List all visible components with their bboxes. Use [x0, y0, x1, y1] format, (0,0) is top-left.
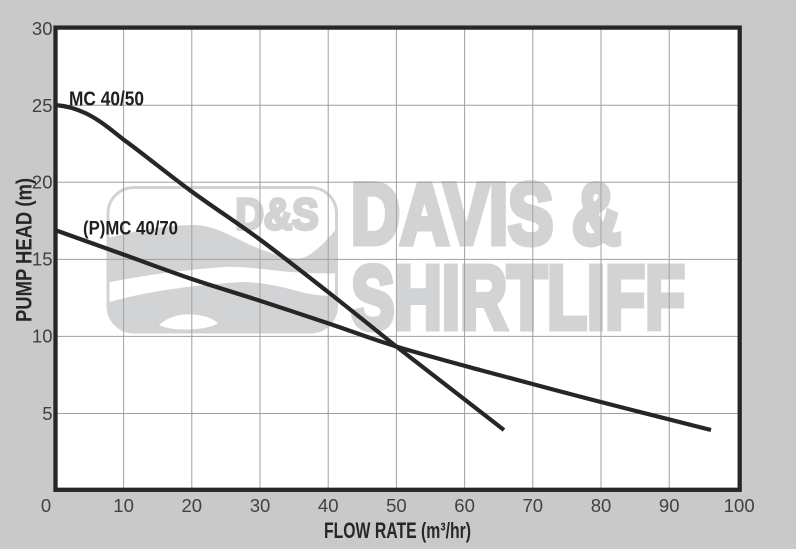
svg-text:90: 90 [659, 495, 680, 516]
svg-text:25: 25 [32, 95, 53, 116]
svg-text:0: 0 [41, 495, 51, 516]
svg-text:60: 60 [454, 495, 475, 516]
svg-text:PUMP HEAD (m): PUMP HEAD (m) [12, 178, 37, 322]
svg-text:FLOW RATE (m³/hr): FLOW RATE (m³/hr) [324, 518, 471, 543]
svg-text:50: 50 [386, 495, 407, 516]
svg-text:100: 100 [724, 495, 755, 516]
svg-text:MC 40/50: MC 40/50 [69, 89, 144, 111]
svg-text:20: 20 [182, 495, 203, 516]
svg-text:10: 10 [113, 495, 134, 516]
svg-text:15: 15 [32, 249, 53, 270]
svg-text:SHIRTLIFF: SHIRTLIFF [351, 249, 685, 349]
svg-text:40: 40 [318, 495, 339, 516]
svg-text:5: 5 [42, 403, 52, 424]
svg-text:30: 30 [250, 495, 271, 516]
svg-text:80: 80 [591, 495, 612, 516]
svg-text:(P)MC 40/70: (P)MC 40/70 [83, 218, 178, 240]
svg-text:20: 20 [32, 172, 53, 193]
svg-text:30: 30 [32, 18, 53, 39]
svg-text:10: 10 [32, 326, 53, 347]
svg-text:70: 70 [523, 495, 544, 516]
